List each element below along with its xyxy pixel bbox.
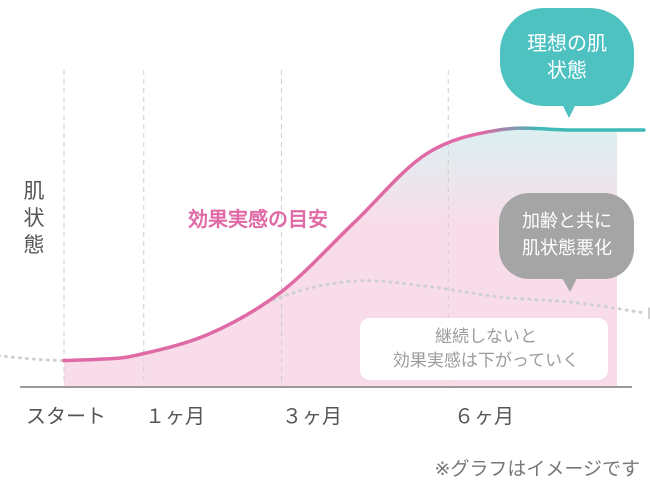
no-continue-text: 継続しないと効果実感は下がっていく [393, 327, 579, 371]
x-tick-label-3: ６ヶ月 [454, 404, 514, 428]
x-tick-labels: スタート １ヶ月 ３ヶ月 ６ヶ月 [26, 404, 514, 428]
decline-line [0, 279, 646, 363]
x-tick-label-2: ３ヶ月 [282, 404, 342, 428]
aging-bubble-tail [561, 276, 578, 292]
no-continue-box [360, 318, 608, 380]
footnote: ※グラフはイメージです [434, 458, 640, 480]
main-series-line [62, 126, 646, 363]
ideal-bubble-tail [560, 100, 578, 118]
aging-bubble-text: 加齢と共に肌状態悪化 [522, 211, 612, 259]
series-label-main: 効果実感の目安 [188, 207, 328, 231]
ideal-bubble-text: 理想の肌状態 [527, 31, 607, 82]
x-tick-label-1: １ヶ月 [145, 404, 205, 428]
aging-bubble [499, 193, 634, 279]
aging-callout: 加齢と共に肌状態悪化 [499, 193, 634, 292]
no-continue-callout: 継続しないと効果実感は下がっていく [360, 318, 608, 380]
ideal-bubble [500, 8, 634, 106]
ideal-state-callout: 理想の肌状態 [500, 8, 634, 118]
x-tick-label-0: スタート [26, 404, 106, 428]
y-axis-label: 肌状態 [24, 179, 45, 257]
